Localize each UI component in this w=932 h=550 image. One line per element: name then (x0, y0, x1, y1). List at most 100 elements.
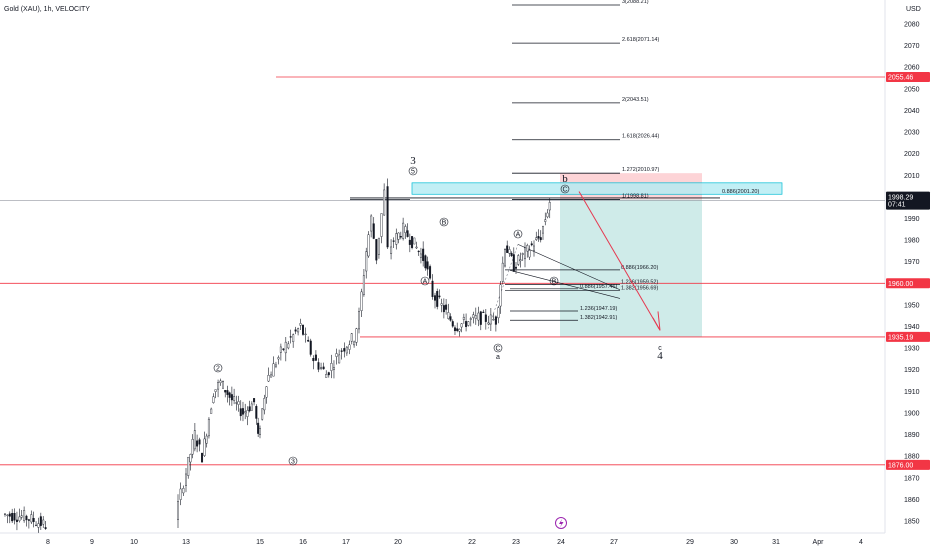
candle (424, 255, 427, 269)
candle (465, 321, 468, 327)
fib-retr-label: 0.886(1957.46) (580, 284, 617, 290)
candle (494, 316, 497, 325)
candle (426, 261, 429, 270)
currency-label: USD (906, 6, 921, 13)
candle (367, 234, 370, 257)
wave-label: B (552, 278, 557, 285)
candle (524, 247, 527, 260)
candle (360, 291, 363, 311)
candle (248, 406, 251, 412)
x-tick-label: 8 (46, 539, 50, 546)
candle (436, 291, 439, 307)
candle (537, 235, 540, 239)
candle (533, 245, 536, 251)
candle (267, 375, 270, 382)
price-tag-box (886, 72, 930, 83)
price-tag-label: 2055.46 (888, 75, 913, 82)
y-tick-label: 2020 (904, 151, 920, 158)
candle (438, 295, 441, 298)
price-tag-label: 1876.00 (888, 462, 913, 469)
candle (535, 237, 538, 241)
candle (23, 510, 26, 521)
candle (332, 367, 335, 370)
candle (482, 311, 485, 314)
fib-retr-label: 1.236(1959.52) (621, 279, 658, 285)
price-axis[interactable]: 1850 1860 1870 1880 1890 1900 1910 1920 1930 1940… (904, 22, 920, 526)
lightning-icon[interactable] (555, 517, 567, 529)
wave-label: 2 (216, 365, 220, 372)
candle (228, 392, 231, 398)
candle (317, 362, 320, 370)
candle (13, 513, 16, 521)
wave-label: C (495, 345, 500, 352)
candle (395, 233, 398, 245)
candle (449, 316, 452, 321)
candle (501, 262, 504, 282)
fib-ext-label: 1.618(2026.44) (622, 134, 659, 140)
price-tag: 1935.19 (886, 331, 930, 342)
wave-label-circle (560, 184, 570, 194)
candle (510, 252, 513, 256)
y-tick-label: 2030 (904, 130, 920, 137)
candle (224, 390, 227, 393)
candle (196, 440, 199, 447)
candle (372, 223, 375, 239)
x-tick-label: 27 (610, 539, 618, 546)
candle (390, 246, 393, 254)
candle (320, 367, 323, 369)
y-tick-label: 2080 (904, 22, 920, 29)
candle (484, 314, 487, 322)
price-tag-label: 1960.00 (888, 281, 913, 288)
candle (27, 519, 30, 521)
y-tick-label: 1950 (904, 302, 920, 309)
candle (246, 410, 249, 417)
fib-ext-label: 3(2088.21) (622, 0, 649, 5)
time-axis[interactable]: 8 9 10 13 15 16 17 20 22 23 24 27 29 30 31 Apr 4 (46, 539, 863, 546)
x-tick-label: 16 (299, 539, 307, 546)
candle (187, 456, 190, 476)
candle (404, 226, 407, 233)
y-tick-label: 2050 (904, 86, 920, 93)
candle (521, 253, 524, 255)
candle (39, 516, 42, 526)
candle (270, 374, 273, 378)
candle (377, 237, 380, 255)
candle (451, 321, 454, 327)
candle (20, 515, 23, 518)
x-tick-label: 29 (686, 539, 694, 546)
candle (422, 248, 425, 261)
y-tick-label: 1870 (904, 475, 920, 482)
wave-label-circle (493, 343, 503, 353)
price-tag-label: 1935.19 (888, 334, 913, 341)
fib-layer: 3(2088.21) 2.618(2071.14) 2(2043.51) 1.618(… (350, 0, 720, 329)
candle (462, 316, 465, 320)
candle (261, 408, 264, 420)
candle (292, 334, 295, 342)
candle (415, 246, 418, 249)
candle (214, 389, 217, 392)
candle (445, 304, 448, 310)
wave-label-circle (408, 166, 418, 176)
candle (312, 358, 315, 362)
price-tag-box (886, 278, 930, 289)
wave-label-circle (549, 276, 559, 286)
candle (18, 516, 21, 522)
fib-retr-label: 1.382(1942.91) (580, 315, 617, 321)
candle (37, 523, 40, 528)
candle (263, 398, 266, 411)
candle (304, 333, 307, 336)
candle (201, 453, 204, 463)
candle (205, 435, 208, 444)
candle (440, 303, 443, 306)
candle (217, 382, 220, 390)
candle (340, 350, 343, 352)
candle (335, 353, 338, 357)
candle (350, 333, 353, 342)
candle (530, 243, 533, 246)
candle (517, 255, 520, 265)
wave-label-circle (439, 217, 449, 227)
price-tag-countdown: 07:41 (888, 202, 906, 209)
candle (277, 357, 280, 360)
